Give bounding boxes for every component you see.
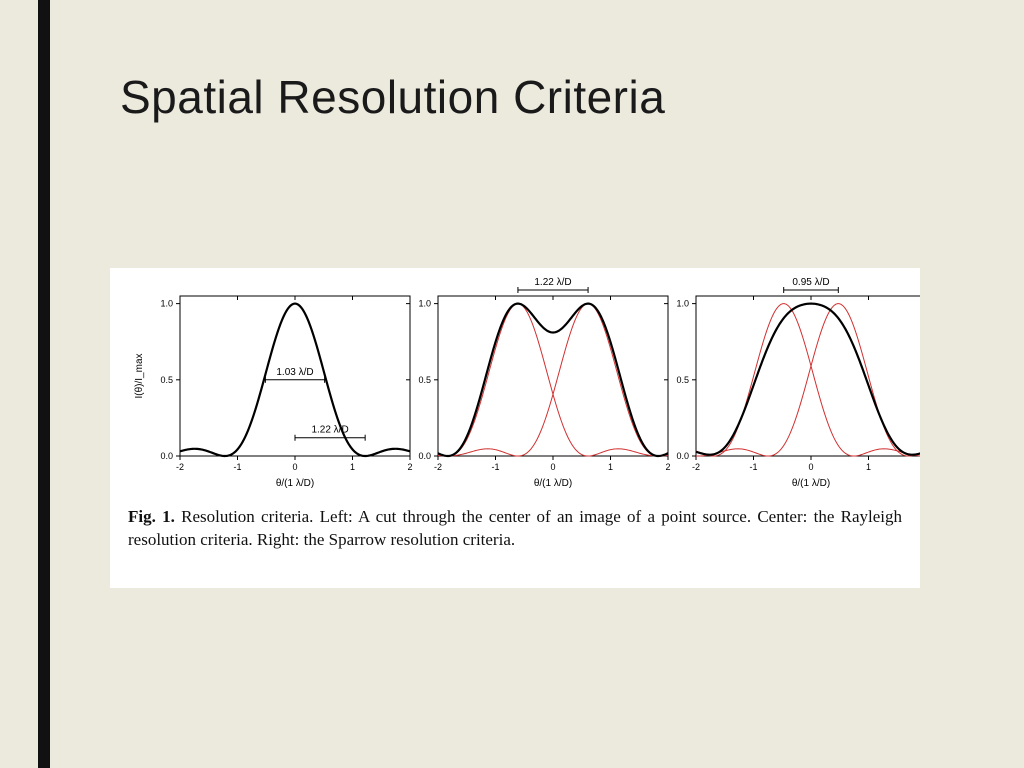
svg-text:θ/(1 λ/D): θ/(1 λ/D) (792, 478, 830, 489)
svg-text:θ/(1 λ/D): θ/(1 λ/D) (276, 478, 314, 489)
svg-text:2: 2 (665, 462, 670, 472)
figure-panel: -2 -1 0 1 2 0.0 0.5 1.0 θ/(1 λ/D) I(θ)/I_max 1.03 … (110, 268, 920, 588)
svg-text:1: 1 (866, 462, 871, 472)
svg-text:θ/(1 λ/D): θ/(1 λ/D) (534, 478, 572, 489)
page-title: Spatial Resolution Criteria (120, 70, 665, 124)
svg-text:0: 0 (808, 462, 813, 472)
svg-text:0.5: 0.5 (676, 375, 689, 385)
svg-text:-1: -1 (491, 462, 499, 472)
svg-text:-2: -2 (176, 462, 184, 472)
svg-text:-2: -2 (434, 462, 442, 472)
svg-text:-1: -1 (749, 462, 757, 472)
svg-text:0.5: 0.5 (160, 375, 173, 385)
svg-text:1: 1 (608, 462, 613, 472)
svg-text:0.0: 0.0 (418, 451, 431, 461)
svg-text:0.5: 0.5 (418, 375, 431, 385)
svg-text:0.0: 0.0 (160, 451, 173, 461)
svg-text:1.0: 1.0 (418, 299, 431, 309)
caption-text: Resolution criteria. Left: A cut through… (128, 507, 902, 549)
svg-text:1.0: 1.0 (676, 299, 689, 309)
figure-caption: Fig. 1. Resolution criteria. Left: A cut… (128, 506, 902, 552)
caption-label: Fig. 1. (128, 507, 175, 526)
svg-text:1.22 λ/D: 1.22 λ/D (534, 277, 571, 288)
svg-text:2: 2 (407, 462, 412, 472)
svg-text:1.22 λ/D: 1.22 λ/D (311, 425, 348, 436)
svg-text:1.0: 1.0 (160, 299, 173, 309)
svg-text:-1: -1 (233, 462, 241, 472)
accent-bar (38, 0, 50, 768)
svg-text:0: 0 (292, 462, 297, 472)
resolution-plots: -2 -1 0 1 2 0.0 0.5 1.0 θ/(1 λ/D) I(θ)/I_max 1.03 … (110, 268, 920, 498)
svg-text:0.95 λ/D: 0.95 λ/D (792, 277, 829, 288)
svg-text:1.03 λ/D: 1.03 λ/D (276, 367, 313, 378)
svg-text:-2: -2 (692, 462, 700, 472)
svg-text:I(θ)/I_max: I(θ)/I_max (134, 353, 145, 398)
svg-text:1: 1 (350, 462, 355, 472)
svg-text:0: 0 (550, 462, 555, 472)
svg-text:0.0: 0.0 (676, 451, 689, 461)
